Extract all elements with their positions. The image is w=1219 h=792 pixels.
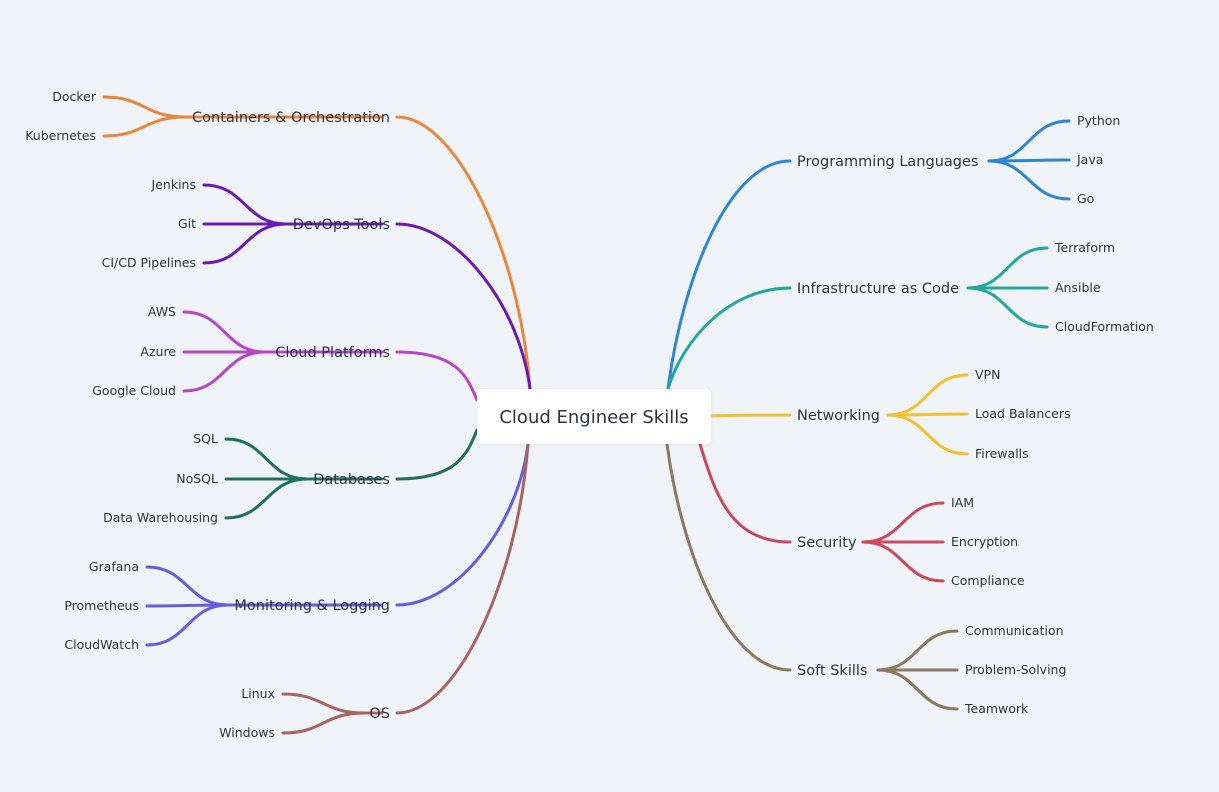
leaf-containers-1[interactable]: Kubernetes bbox=[25, 128, 96, 143]
edge-root-cloud-platforms bbox=[395, 350, 479, 402]
leaf-programming-1[interactable]: Java bbox=[1076, 152, 1103, 167]
leaf-cloud-platforms-1[interactable]: Azure bbox=[140, 344, 176, 359]
edge-leaf-security bbox=[861, 501, 945, 544]
edge-leaf-os bbox=[281, 692, 366, 715]
edge-leaf-monitoring bbox=[145, 565, 230, 607]
leaf-cloud-platforms-0[interactable]: AWS bbox=[148, 304, 176, 319]
leaf-devops-2[interactable]: CI/CD Pipelines bbox=[102, 255, 196, 270]
labels-layer: Docker Kubernetes Containers & Orchestrati… bbox=[25, 89, 1154, 740]
edge-leaf-containers bbox=[102, 95, 187, 119]
edge-root-security bbox=[698, 442, 792, 544]
leaf-os-1[interactable]: Windows bbox=[219, 725, 275, 740]
edge-leaf-cloud-platforms bbox=[182, 310, 267, 354]
leaf-networking-2[interactable]: Firewalls bbox=[975, 446, 1029, 461]
leaf-networking-0[interactable]: VPN bbox=[975, 367, 1000, 382]
leaf-os-0[interactable]: Linux bbox=[241, 686, 275, 701]
root-node[interactable]: Cloud Engineer Skills bbox=[477, 389, 711, 444]
edge-root-monitoring bbox=[395, 442, 530, 607]
edge-root-networking bbox=[709, 413, 792, 418]
leaf-programming-2[interactable]: Go bbox=[1077, 191, 1094, 206]
branch-databases[interactable]: Databases bbox=[313, 472, 390, 488]
leaf-security-2[interactable]: Compliance bbox=[951, 573, 1025, 588]
branch-monitoring[interactable]: Monitoring & Logging bbox=[234, 598, 390, 614]
edge-leaf-devops bbox=[202, 183, 288, 226]
leaf-iac-1[interactable]: Ansible bbox=[1055, 280, 1101, 295]
edge-root-containers bbox=[395, 115, 532, 391]
leaf-monitoring-1[interactable]: Prometheus bbox=[64, 598, 139, 613]
branch-os[interactable]: OS bbox=[369, 706, 390, 722]
leaf-security-0[interactable]: IAM bbox=[951, 495, 974, 510]
branch-networking[interactable]: Networking bbox=[797, 408, 880, 424]
edge-leaf-monitoring bbox=[145, 603, 230, 647]
leaf-soft-skills-1[interactable]: Problem-Solving bbox=[965, 662, 1066, 677]
edge-root-os bbox=[395, 442, 530, 715]
leaf-soft-skills-0[interactable]: Communication bbox=[965, 623, 1064, 638]
edge-leaf-networking bbox=[886, 413, 969, 456]
edge-leaf-programming bbox=[987, 119, 1071, 163]
leaf-iac-0[interactable]: Terraform bbox=[1054, 240, 1115, 255]
leaf-cloud-platforms-2[interactable]: Google Cloud bbox=[92, 383, 176, 398]
root-node-label: Cloud Engineer Skills bbox=[499, 407, 688, 428]
leaf-security-1[interactable]: Encryption bbox=[951, 534, 1018, 549]
edge-leaf-devops bbox=[202, 222, 288, 265]
leaf-soft-skills-2[interactable]: Teamwork bbox=[964, 701, 1029, 716]
leaf-monitoring-2[interactable]: CloudWatch bbox=[64, 637, 139, 652]
leaf-devops-0[interactable]: Jenkins bbox=[151, 177, 196, 192]
leaf-databases-2[interactable]: Data Warehousing bbox=[103, 510, 218, 525]
edge-root-programming bbox=[666, 159, 792, 391]
leaf-databases-1[interactable]: NoSQL bbox=[176, 471, 218, 486]
edge-leaf-security bbox=[861, 540, 945, 583]
edge-root-databases bbox=[395, 428, 479, 481]
root-node-box bbox=[477, 389, 711, 444]
edge-leaf-os bbox=[281, 711, 366, 735]
branch-devops[interactable]: DevOps Tools bbox=[293, 217, 390, 233]
edge-leaf-soft-skills bbox=[876, 629, 959, 672]
leaf-programming-0[interactable]: Python bbox=[1077, 113, 1120, 128]
leaf-monitoring-0[interactable]: Grafana bbox=[89, 559, 139, 574]
edge-leaf-iac bbox=[966, 286, 1049, 329]
edge-leaf-iac bbox=[966, 246, 1049, 290]
leaf-databases-0[interactable]: SQL bbox=[193, 431, 218, 446]
leaf-devops-1[interactable]: Git bbox=[178, 216, 196, 231]
edge-leaf-programming bbox=[987, 159, 1071, 201]
edge-leaf-databases bbox=[224, 437, 309, 481]
branch-programming[interactable]: Programming Languages bbox=[797, 154, 978, 170]
leaf-containers-0[interactable]: Docker bbox=[52, 89, 97, 104]
edge-root-devops bbox=[395, 222, 532, 391]
edge-leaf-cloud-platforms bbox=[182, 350, 267, 393]
edge-leaf-soft-skills bbox=[876, 668, 959, 711]
branch-cloud-platforms[interactable]: Cloud Platforms bbox=[275, 345, 390, 361]
branch-iac[interactable]: Infrastructure as Code bbox=[797, 281, 959, 297]
edges-layer bbox=[102, 95, 1071, 735]
edge-leaf-databases bbox=[224, 477, 309, 520]
leaf-iac-2[interactable]: CloudFormation bbox=[1055, 319, 1154, 334]
edge-root-iac bbox=[666, 286, 792, 391]
edge-root-soft-skills bbox=[665, 442, 792, 672]
leaf-networking-1[interactable]: Load Balancers bbox=[975, 406, 1070, 421]
branch-soft-skills[interactable]: Soft Skills bbox=[797, 663, 867, 679]
edge-leaf-containers bbox=[102, 115, 187, 138]
branch-containers[interactable]: Containers & Orchestration bbox=[192, 110, 390, 126]
branch-security[interactable]: Security bbox=[797, 535, 857, 551]
edge-leaf-networking bbox=[886, 373, 969, 417]
